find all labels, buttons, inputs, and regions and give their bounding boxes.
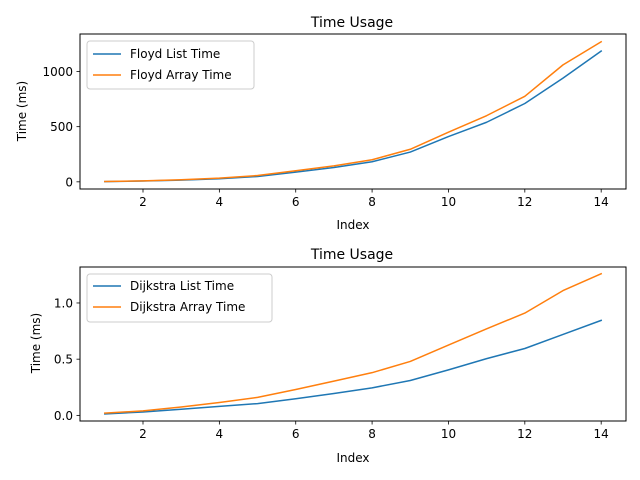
marks-layer bbox=[104, 272, 603, 415]
x-tick-label: 10 bbox=[441, 195, 456, 209]
x-axis-label: Index bbox=[336, 218, 369, 232]
x-tick-label: 4 bbox=[216, 195, 224, 209]
chart-title: Time Usage bbox=[310, 15, 393, 31]
y-tick-label: 0.5 bbox=[54, 353, 73, 367]
x-tick-label: 2 bbox=[139, 195, 147, 209]
x-tick-label: 4 bbox=[216, 427, 224, 441]
y-tick-label: 0 bbox=[65, 175, 73, 189]
x-tick-label: 10 bbox=[441, 427, 456, 441]
y-tick-label: 1000 bbox=[42, 65, 73, 79]
x-tick-label: 12 bbox=[517, 195, 532, 209]
y-tick-label: 500 bbox=[50, 120, 73, 134]
x-axis-label: Index bbox=[336, 451, 369, 465]
x-tick-label: 14 bbox=[594, 427, 609, 441]
y-axis-label: Time (ms) bbox=[29, 313, 43, 375]
x-ticks: 2 4 6 8 10 12 14 bbox=[139, 421, 609, 441]
series-line-floyd-array-time bbox=[104, 40, 603, 183]
x-tick-label: 14 bbox=[594, 195, 609, 209]
series-line-dijkstra-array-time bbox=[104, 272, 603, 414]
x-tick-label: 8 bbox=[368, 195, 376, 209]
y-axis-label: Time (ms) bbox=[15, 81, 29, 143]
y-tick-label: 1.0 bbox=[54, 296, 73, 310]
subplot-floyd: Time Usage 2 4 6 8 10 12 14 0 500 1000 Index Tim… bbox=[15, 15, 627, 232]
y-tick-label: 0.0 bbox=[54, 409, 73, 423]
y-ticks: 0 500 1000 bbox=[42, 65, 80, 189]
legend-box bbox=[86, 273, 273, 323]
plot-frame bbox=[79, 266, 627, 422]
chart-title: Time Usage bbox=[310, 247, 393, 263]
x-tick-label: 6 bbox=[292, 195, 300, 209]
x-tick-label: 6 bbox=[292, 427, 300, 441]
plot-frame bbox=[79, 33, 627, 190]
x-tick-label: 8 bbox=[368, 427, 376, 441]
subplot-dijkstra: Time Usage 2 4 6 8 10 12 14 0.0 0.5 1.0 Index Ti… bbox=[29, 247, 627, 465]
x-tick-label: 2 bbox=[139, 427, 147, 441]
x-ticks: 2 4 6 8 10 12 14 bbox=[139, 189, 609, 209]
x-tick-label: 12 bbox=[517, 427, 532, 441]
legend-label-dijkstra-list: Dijkstra List Time bbox=[130, 279, 234, 293]
legend-box bbox=[86, 40, 255, 90]
legend: Floyd List Time Floyd Array Time bbox=[86, 40, 255, 90]
legend-label-floyd-list: Floyd List Time bbox=[130, 47, 220, 61]
series-line-dijkstra-list-time bbox=[104, 319, 603, 415]
legend: Dijkstra List Time Dijkstra Array Time bbox=[86, 273, 273, 323]
marks-layer bbox=[104, 40, 603, 183]
legend-label-dijkstra-array: Dijkstra Array Time bbox=[130, 300, 245, 314]
y-ticks: 0.0 0.5 1.0 bbox=[54, 296, 80, 423]
legend-label-floyd-array: Floyd Array Time bbox=[130, 68, 232, 82]
